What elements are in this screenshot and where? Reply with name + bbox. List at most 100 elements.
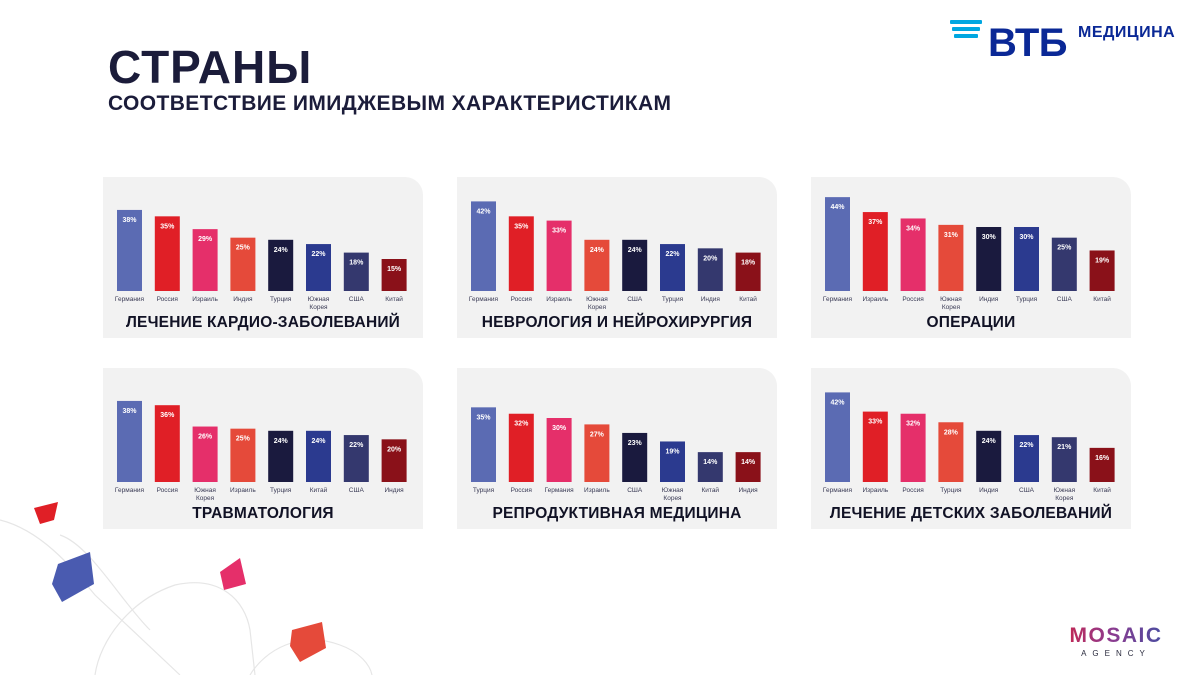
bar-value-label: 28%: [944, 429, 959, 436]
category-label: Южная: [194, 487, 216, 494]
bar-value-label: 35%: [476, 414, 491, 421]
bar-value-label: 14%: [741, 459, 756, 466]
vtb-logo: ВТБ МЕДИЦИНА: [950, 20, 1180, 66]
bar-value-label: 38%: [122, 217, 137, 224]
category-label: Китай: [385, 295, 403, 303]
category-label: Корея: [663, 495, 682, 502]
deco-shape: [52, 552, 94, 602]
bar-value-label: 22%: [1019, 442, 1034, 449]
category-label: Южная: [940, 296, 962, 303]
bar: [508, 216, 534, 291]
bar-chart: 42% Германия 33% Израиль 32% Россия 28% Турция 2…: [823, 392, 1115, 502]
agency-name: MOSAIC: [1060, 625, 1172, 647]
bar-value-label: 18%: [741, 260, 756, 267]
bar: [117, 209, 142, 291]
bar: [938, 224, 964, 291]
bar: [508, 413, 534, 482]
bar: [825, 392, 850, 482]
bar: [1051, 437, 1077, 482]
category-label: Индия: [384, 487, 404, 494]
bar-value-label: 21%: [1057, 444, 1072, 451]
chart-panel: 38% Германия 35% Россия 29% Израиль 25% Индия 24…: [103, 177, 423, 338]
bar-value-label: 42%: [476, 208, 491, 215]
bar-value-label: 30%: [1019, 234, 1034, 241]
bar: [938, 422, 964, 482]
category-label: Индия: [979, 487, 999, 494]
bar: [471, 201, 496, 291]
category-label: Германия: [823, 487, 853, 494]
bar-value-label: 25%: [236, 436, 251, 443]
category-label: Китай: [310, 486, 328, 494]
category-label: Германия: [545, 487, 575, 494]
chart-panel: 38% Германия 36% Россия 26% Южная Корея 25% Изра…: [103, 368, 423, 529]
bar-value-label: 30%: [982, 234, 997, 241]
category-label: Турция: [270, 487, 292, 494]
bar: [154, 216, 180, 291]
category-label: Германия: [469, 296, 499, 303]
bar: [306, 430, 331, 482]
category-label: США: [349, 487, 365, 494]
chart-title: ТРАВМАТОЛОГИЯ: [192, 505, 334, 522]
bar-value-label: 38%: [122, 408, 137, 415]
bar-value-label: 22%: [665, 251, 680, 258]
bar: [584, 424, 610, 482]
bar: [1014, 435, 1039, 482]
bar-value-label: 24%: [982, 438, 997, 445]
category-label: Израиль: [862, 487, 888, 494]
category-label: Южная: [308, 296, 330, 303]
bar: [192, 426, 218, 482]
bar-value-label: 24%: [628, 247, 643, 254]
bar: [230, 237, 256, 291]
category-label: Израиль: [862, 296, 888, 303]
bar-value-label: 25%: [236, 245, 251, 252]
category-label: Южная: [1053, 487, 1075, 494]
category-label: Германия: [115, 487, 145, 494]
deco-shape: [220, 558, 246, 590]
logo-product: МЕДИЦИНА: [1078, 24, 1176, 41]
category-label: США: [627, 487, 643, 494]
bar-value-label: 35%: [160, 223, 175, 230]
category-label: Турция: [270, 296, 292, 303]
page-title: СТРАНЫ: [108, 41, 313, 93]
category-label: Южная: [586, 296, 608, 303]
vtb-stripes-icon: [950, 20, 982, 40]
category-label: Турция: [662, 296, 684, 303]
bar-value-label: 20%: [703, 255, 718, 262]
bar-value-label: 25%: [1057, 245, 1072, 252]
category-label: Израиль: [584, 487, 610, 494]
bar-value-label: 42%: [830, 399, 845, 406]
bar-value-label: 32%: [906, 421, 921, 428]
bar-value-label: 33%: [868, 419, 883, 426]
chart-panel: 42% Германия 33% Израиль 32% Россия 28% Турция 2…: [811, 368, 1131, 529]
category-label: США: [1019, 487, 1035, 494]
bar: [1089, 447, 1115, 482]
category-label: Южная: [662, 487, 684, 494]
category-label: Корея: [309, 304, 328, 311]
bar-value-label: 29%: [198, 236, 213, 243]
category-label: США: [349, 296, 365, 303]
bar-value-label: 36%: [160, 412, 175, 419]
chart-title: ЛЕЧЕНИЕ КАРДИО-ЗАБОЛЕВАНИЙ: [125, 314, 401, 331]
bar-value-label: 27%: [590, 431, 605, 438]
bar: [546, 418, 572, 482]
chart-title: РЕПРОДУКТИВНАЯ МЕДИЦИНА: [492, 505, 742, 522]
bar: [381, 439, 407, 482]
category-label: Германия: [823, 296, 853, 303]
decorative-shapes: [0, 502, 373, 675]
category-label: Израиль: [192, 296, 218, 303]
category-label: Россия: [902, 487, 924, 494]
category-label: Индия: [701, 296, 721, 303]
page-subtitle: СООТВЕТСТВИЕ ИМИДЖЕВЫМ ХАРАКТЕРИСТИКАМ: [108, 92, 672, 115]
bar: [862, 411, 888, 482]
bar: [622, 239, 648, 291]
bar: [471, 407, 496, 482]
bar-value-label: 24%: [274, 247, 289, 254]
bar: [660, 441, 685, 482]
category-label: США: [1057, 296, 1073, 303]
category-label: Индия: [233, 296, 253, 303]
bar: [976, 430, 1002, 482]
deco-shape: [34, 502, 58, 524]
bar: [343, 252, 369, 291]
bar-value-label: 22%: [349, 442, 364, 449]
